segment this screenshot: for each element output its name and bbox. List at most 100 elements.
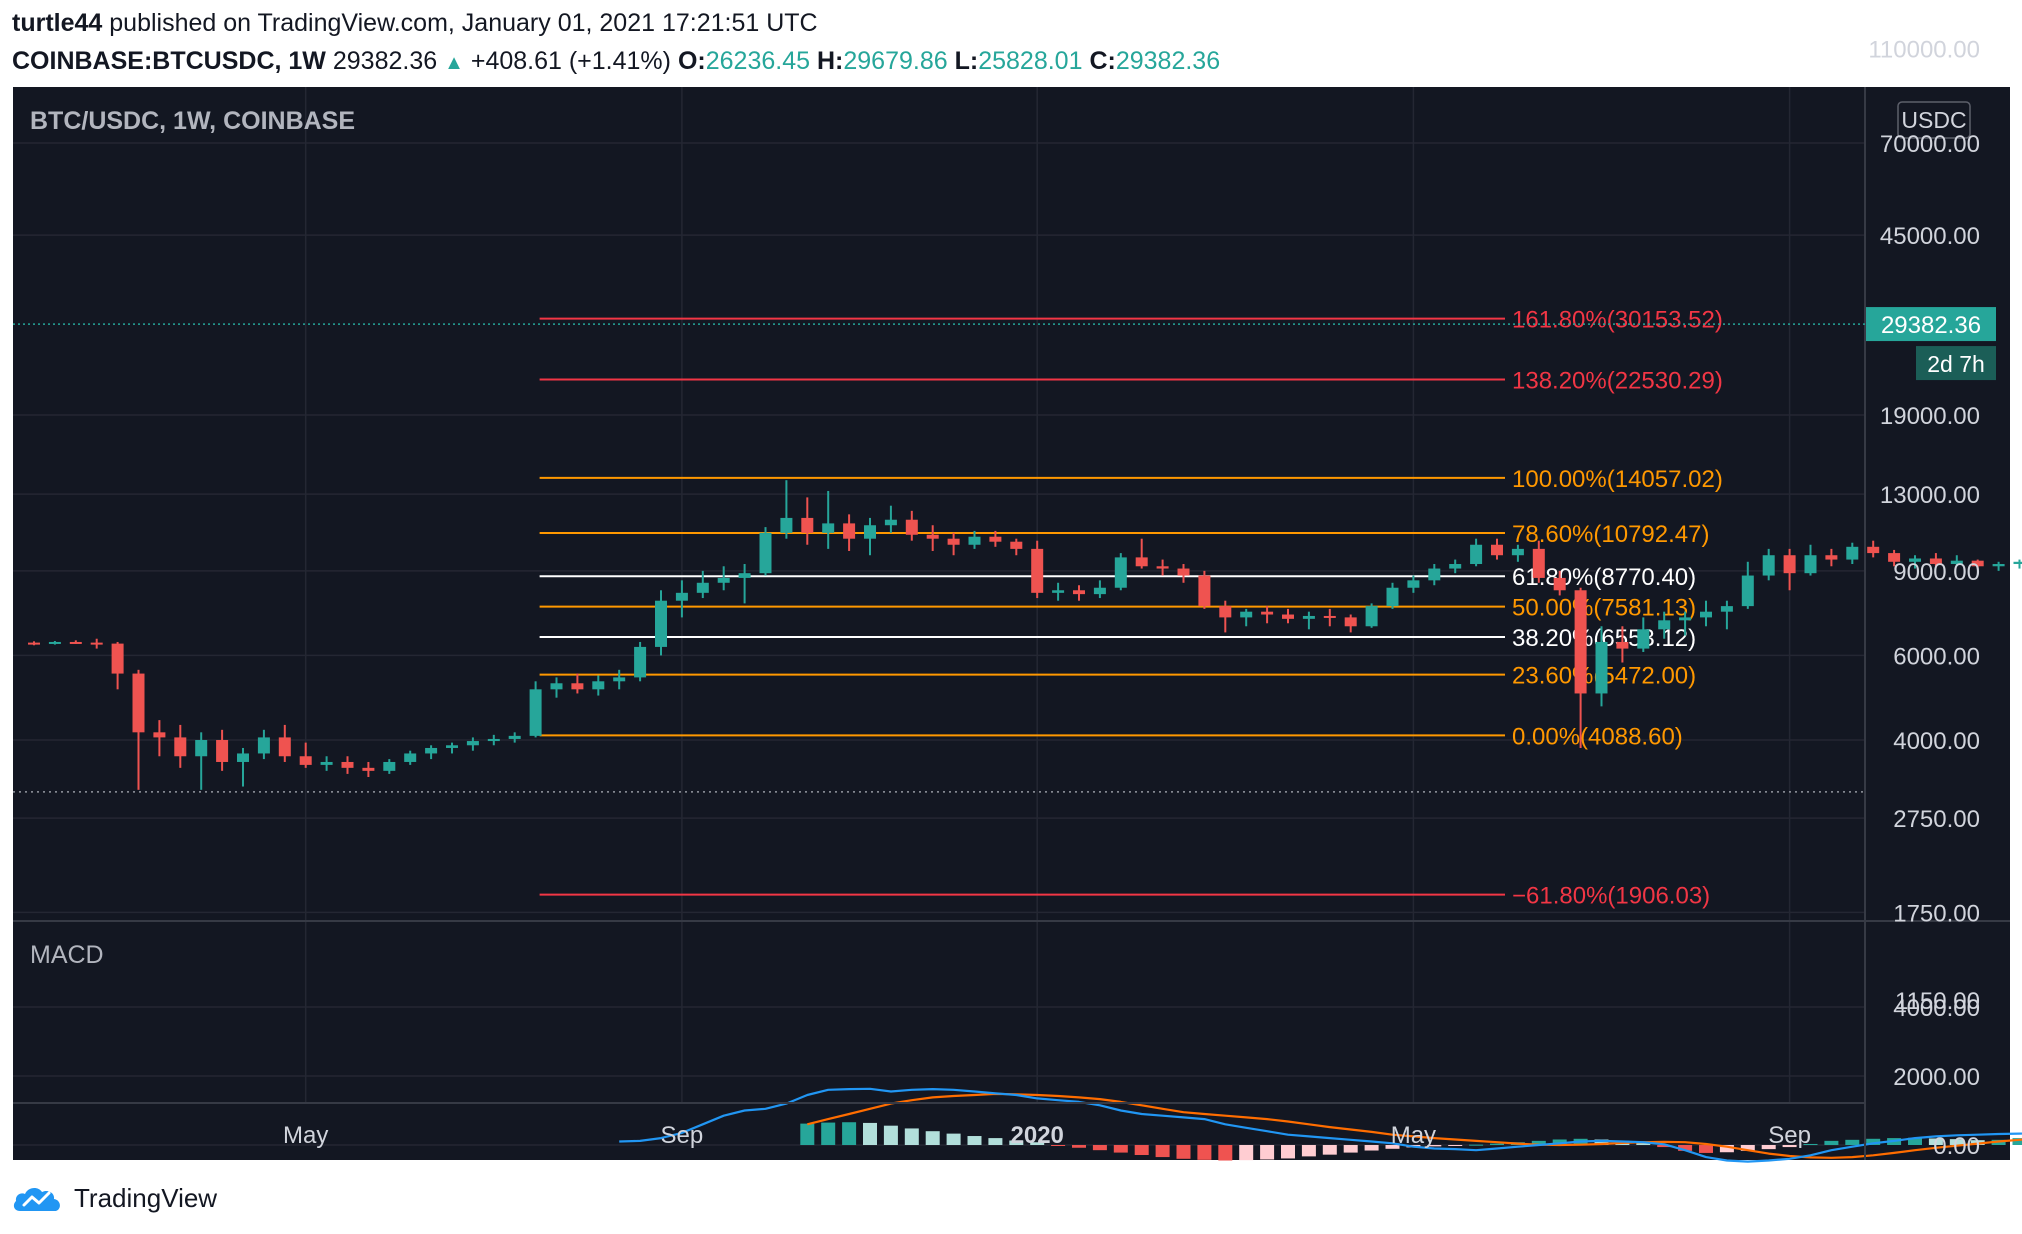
tradingview-footer[interactable]: TradingView xyxy=(12,1178,217,1218)
candle xyxy=(989,530,1002,547)
currency-badge[interactable]: USDC xyxy=(1897,101,1971,139)
candle xyxy=(968,530,981,549)
candle xyxy=(571,673,584,694)
macd-histogram-bar xyxy=(1301,1145,1316,1157)
candle-body xyxy=(1470,544,1483,565)
candle-body xyxy=(1240,611,1253,618)
candle-body xyxy=(592,681,605,690)
macd-histogram-bar xyxy=(1218,1145,1233,1161)
candle-body xyxy=(571,683,584,690)
candle-body xyxy=(508,735,521,739)
candle-body xyxy=(1010,541,1023,549)
candle-body xyxy=(341,761,354,768)
candle-body xyxy=(1532,548,1545,578)
macd-histogram-bar xyxy=(2012,1138,2022,1145)
candle-body xyxy=(257,737,270,754)
macd-line xyxy=(619,1087,2022,1163)
candle xyxy=(1240,608,1253,627)
candle xyxy=(759,527,772,576)
candle-body xyxy=(2013,561,2022,565)
macd-histogram-bar xyxy=(1009,1140,1024,1145)
candle xyxy=(404,750,417,765)
candle-body xyxy=(1971,560,1984,567)
macd-histogram-bar xyxy=(904,1128,919,1145)
candle-body xyxy=(696,582,709,593)
candle xyxy=(383,759,396,774)
candle xyxy=(174,724,187,768)
candle xyxy=(1971,559,1984,569)
candle-body xyxy=(404,753,417,762)
time-tick-label: May xyxy=(1391,1122,1436,1149)
candle xyxy=(1720,600,1733,630)
candle-body xyxy=(237,753,249,762)
macd-histogram-bar xyxy=(1281,1145,1295,1159)
candle xyxy=(48,640,61,645)
candle-body xyxy=(1825,555,1838,560)
candle xyxy=(487,734,500,746)
last-price-badge xyxy=(1866,307,1996,342)
candle-body xyxy=(1658,620,1671,630)
candle xyxy=(1804,544,1817,576)
currency-label: USDC xyxy=(1901,107,1966,133)
candle xyxy=(1700,600,1712,627)
candle-body xyxy=(738,573,751,578)
candle-body xyxy=(1574,590,1587,694)
macd-histogram-bar xyxy=(1699,1145,1713,1153)
macd-histogram-bar xyxy=(1761,1145,1776,1150)
candlestick-series xyxy=(28,480,2022,790)
price-tick-label: 1150.00 xyxy=(1895,988,1980,1015)
candle-body xyxy=(132,673,145,733)
candle xyxy=(341,756,354,774)
candle-body xyxy=(48,641,61,644)
macd-axis: 4000.00 2000.00 0.00 xyxy=(1893,995,1980,1160)
candle-body xyxy=(550,683,563,690)
time-axis[interactable]: 2019MaySep2020MaySep2021MaySep xyxy=(0,1122,2022,1149)
candle xyxy=(153,720,166,757)
price-axis[interactable]: 110000.00 70000.00 45000.00 19000.00 13000.0… xyxy=(1868,37,1980,1015)
candle xyxy=(1407,575,1420,593)
tradingview-brand: TradingView xyxy=(74,1182,218,1213)
macd-histogram-bar xyxy=(1176,1145,1191,1159)
macd-histogram-bar xyxy=(1322,1145,1337,1155)
candle xyxy=(1825,548,1838,567)
price-tick-label: 13000.00 xyxy=(1880,482,1980,509)
candle-body xyxy=(884,519,897,526)
candle xyxy=(634,641,647,682)
candle xyxy=(28,641,40,646)
candle-body xyxy=(1282,614,1294,619)
candle xyxy=(1846,542,1859,565)
candle-body xyxy=(362,767,375,771)
candle xyxy=(90,638,103,649)
candle xyxy=(613,669,626,690)
price-change-text: +408.61 (+1.41%) xyxy=(470,47,671,75)
candle xyxy=(738,564,751,604)
macd-histogram-bar xyxy=(1364,1145,1379,1151)
candle-body xyxy=(675,592,688,601)
macd-histogram-bar xyxy=(1678,1145,1693,1151)
macd-histogram-bar xyxy=(1113,1145,1128,1153)
author-name[interactable]: turtle44 xyxy=(12,9,103,37)
price-tick-label: 45000.00 xyxy=(1880,223,1980,250)
close-label: C: xyxy=(1089,47,1116,75)
candle-body xyxy=(111,643,124,674)
candle-body xyxy=(989,536,1002,542)
price-tick-label: 70000.00 xyxy=(1880,131,1980,158)
publish-header: turtle44 published on TradingView.com, J… xyxy=(12,6,2002,80)
macd-histogram-bar xyxy=(1531,1140,1546,1145)
candle-body xyxy=(1511,548,1524,556)
macd-histogram-bar xyxy=(1343,1145,1358,1153)
fib-level-label: 161.80%(30153.52) xyxy=(1512,307,1723,334)
macd-histogram-bar xyxy=(1134,1145,1149,1156)
candle-body xyxy=(153,732,166,738)
macd-histogram-bar xyxy=(1803,1143,1818,1145)
candle xyxy=(717,566,730,591)
candle-body xyxy=(1302,615,1315,619)
candle-body xyxy=(1052,590,1065,593)
candle-body xyxy=(1386,587,1399,607)
macd-histogram-bar xyxy=(1197,1145,1212,1160)
candle xyxy=(655,590,667,656)
candle-body xyxy=(1344,617,1357,627)
macd-histogram-bar xyxy=(988,1138,1003,1145)
low-value: 25828.01 xyxy=(978,47,1083,75)
